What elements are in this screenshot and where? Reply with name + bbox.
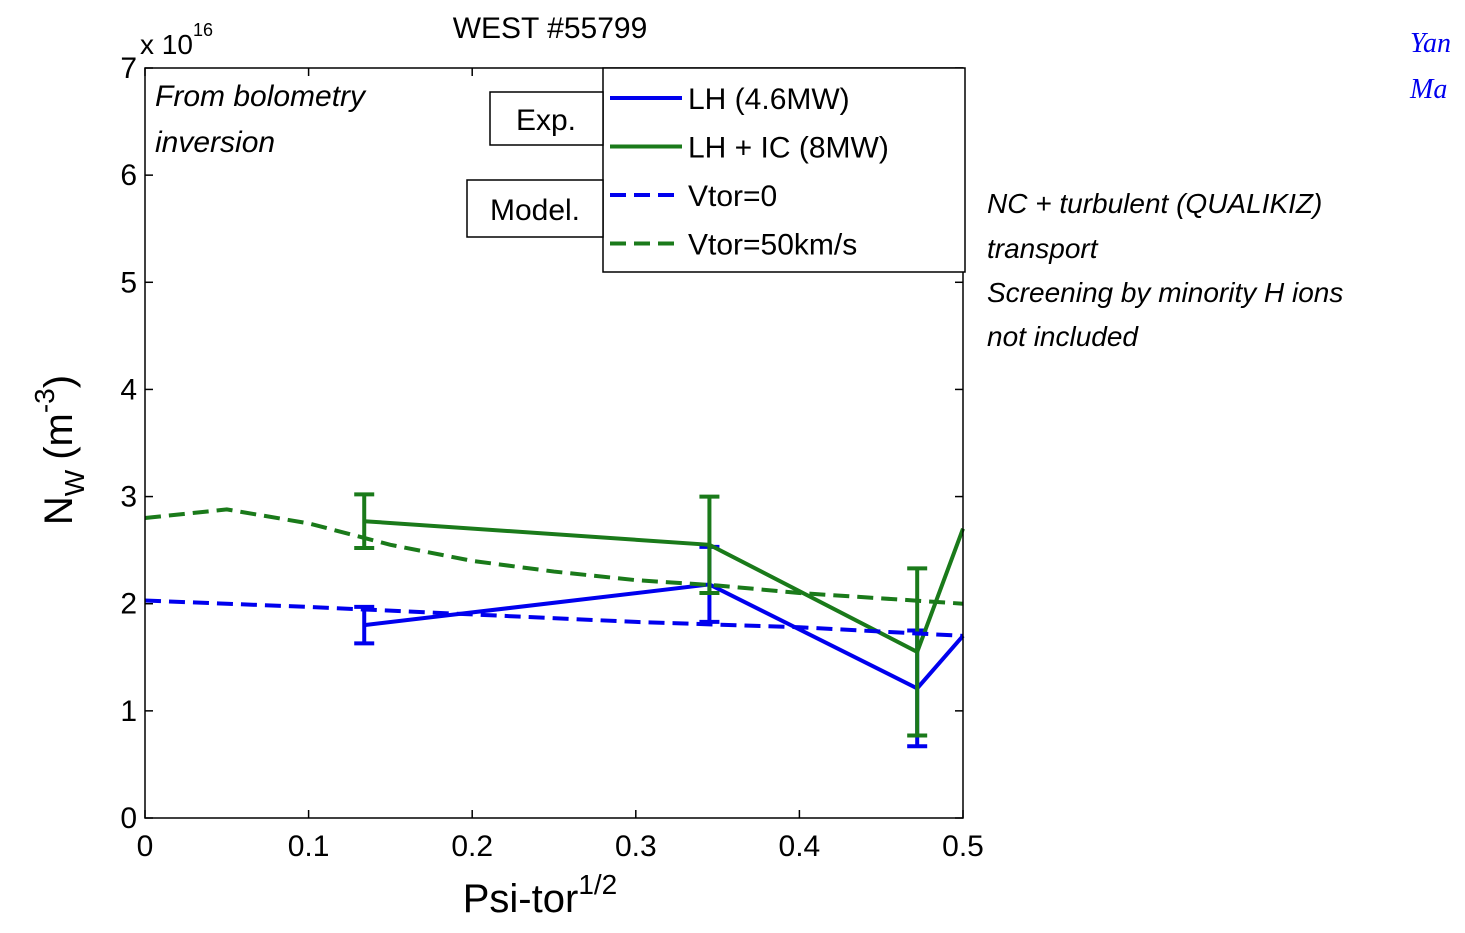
- legend-label: LH + IC (8MW): [688, 132, 889, 165]
- x-axis-label: Psi-tor1/2: [463, 869, 618, 921]
- chart-title: WEST #55799: [453, 12, 648, 45]
- y-tick-label: 7: [120, 52, 137, 85]
- legend-group-box: [489, 91, 604, 146]
- x-tick-label: 0.2: [451, 830, 493, 863]
- legend-box: [602, 67, 966, 273]
- series-line: [144, 598, 964, 638]
- x-label-base: Psi-tor: [463, 877, 579, 921]
- axes-box: [144, 67, 964, 819]
- y-label-open: (m: [37, 413, 81, 460]
- y-label-base: N: [37, 496, 81, 525]
- x-tick-label: 0.4: [779, 830, 821, 863]
- side-note: NC + turbulent (QUALIKIZ): [987, 188, 1322, 219]
- series-line: [363, 582, 965, 691]
- corner-text: Yan: [1410, 28, 1451, 59]
- y-multiplier: x 1016: [140, 20, 213, 60]
- series-line: [364, 519, 965, 655]
- x-tick-label: 0.5: [942, 830, 984, 863]
- y-multiplier-base: x 10: [140, 29, 193, 60]
- y-label-close: ): [37, 375, 81, 388]
- side-note: Screening by minority H ions: [987, 277, 1343, 308]
- legend-group-box: [466, 179, 604, 238]
- y-tick-label: 2: [120, 588, 137, 621]
- y-tick-label: 0: [120, 802, 137, 835]
- x-tick-label: 0.1: [288, 830, 330, 863]
- legend-group: Exp.: [516, 104, 576, 137]
- legend: LH (4.6MW) LH + IC (8MW) Vtor=0 Vtor=50km/s: [610, 83, 889, 262]
- y-multiplier-exponent: 16: [193, 20, 213, 40]
- x-tick-label: 0.3: [615, 830, 657, 863]
- x-label-superscript: 1/2: [578, 869, 617, 900]
- y-tick-label: 3: [120, 481, 137, 514]
- series-line: [144, 507, 964, 606]
- y-tick-label: 5: [120, 266, 137, 299]
- x-tick-label: 0: [137, 830, 154, 863]
- y-tick-label: 1: [120, 695, 137, 728]
- plot: [144, 67, 965, 819]
- corner-text: Ma: [1409, 74, 1447, 105]
- y-tick-label: 6: [120, 159, 137, 192]
- legend-label: LH (4.6MW): [688, 83, 850, 116]
- y-tick-label: 4: [120, 373, 137, 406]
- legend-label: Vtor=50km/s: [688, 229, 857, 262]
- side-note: not included: [987, 321, 1139, 352]
- side-note: transport: [987, 233, 1099, 264]
- legend-group: Model.: [490, 194, 580, 227]
- y-axis-label: NW (m-3): [29, 375, 90, 525]
- annotation: From bolometry: [155, 80, 367, 113]
- legend-label: Vtor=0: [688, 180, 777, 213]
- y-label-subscript: W: [59, 469, 90, 496]
- y-label-superscript: -3: [29, 388, 60, 413]
- annotation: inversion: [155, 126, 275, 159]
